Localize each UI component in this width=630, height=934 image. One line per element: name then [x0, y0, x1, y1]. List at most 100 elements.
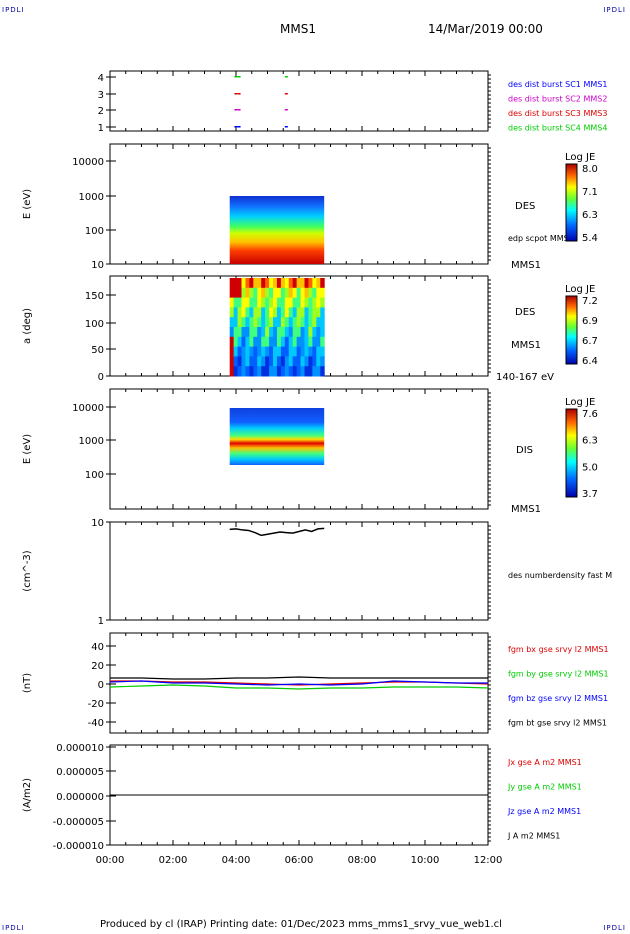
pitch-cell	[269, 297, 274, 308]
y-tick-label: 10	[91, 518, 104, 529]
pitch-cell	[261, 317, 266, 328]
pitch-cell	[261, 346, 266, 357]
pitch-cell	[253, 346, 258, 357]
pitch-cell	[241, 356, 246, 367]
pitch-cell	[241, 366, 246, 377]
pitch-cell	[312, 278, 317, 289]
panel-frame-4	[109, 521, 489, 621]
pitch-cell	[292, 366, 298, 377]
pitch-cell	[304, 287, 309, 299]
y-tick-label: 1000	[79, 436, 104, 447]
pitch-cell	[292, 307, 298, 318]
legend-entry: fgm bx gse srvy l2 MMS1	[508, 645, 609, 654]
legend-entry: J A m2 MMS1	[507, 832, 560, 841]
pitch-cell	[241, 287, 246, 299]
sc-label: MMS1	[511, 260, 541, 271]
y-tick-label: 0	[98, 372, 104, 383]
pitch-cell	[261, 366, 266, 377]
pitch-cell	[304, 327, 309, 338]
y-axis-label: (A/m2)	[22, 778, 33, 812]
pitch-cell	[241, 336, 246, 348]
pitch-cell	[257, 327, 262, 338]
pitch-cell	[245, 307, 250, 318]
y-axis-label: a (deg)	[22, 308, 33, 344]
pitch-cell	[233, 278, 239, 289]
pitch-cell	[316, 356, 321, 367]
pitch-cell	[308, 356, 313, 367]
x-tick-label: 04:00	[222, 855, 251, 866]
pitch-cell	[284, 346, 290, 357]
y-tick-label: 1000	[79, 192, 104, 203]
pitch-cell	[316, 307, 321, 318]
pitch-cell	[320, 317, 325, 328]
pitch-cell	[292, 346, 298, 357]
pitch-cell	[265, 366, 270, 377]
corner-mark-top-right: IPDLI	[603, 6, 626, 14]
y-tick-label: 10	[91, 260, 104, 271]
extra-label: edp scpot MMS1	[508, 234, 574, 243]
pitch-cell	[245, 278, 250, 289]
pitch-cell	[312, 336, 317, 348]
pitch-cell	[276, 346, 282, 357]
pitch-cell	[288, 336, 294, 348]
mission-title: MMS1	[280, 22, 316, 36]
pitch-cell	[276, 317, 282, 328]
colorbar-tick-label: 7.2	[582, 296, 598, 307]
pitch-cell	[241, 278, 246, 289]
y-tick-label: 3	[98, 90, 104, 101]
pitch-cell	[253, 327, 258, 338]
burst-mark	[284, 126, 288, 128]
pitch-cell	[284, 307, 290, 318]
pitch-cell	[308, 297, 313, 308]
pitch-cell	[280, 297, 286, 308]
colorbar-tick-label: 6.3	[582, 210, 598, 221]
pitch-cell	[312, 327, 317, 338]
burst-mark	[237, 109, 241, 111]
pitch-cell	[269, 366, 274, 377]
pitch-cell	[300, 366, 306, 377]
pitch-cell	[284, 366, 290, 377]
pitch-cell	[237, 366, 243, 377]
y-tick-label: 2	[98, 106, 104, 117]
pitch-cell	[237, 327, 243, 338]
pitch-cell	[249, 336, 254, 348]
fgm-line	[110, 676, 488, 680]
pitch-cell	[320, 327, 325, 338]
sc-label: MMS1	[511, 504, 541, 515]
burst-mark	[234, 93, 238, 95]
pitch-cell	[276, 356, 282, 367]
extra-label: 140-167 eV	[496, 372, 554, 383]
pitch-cell	[229, 356, 235, 367]
pitch-cell	[316, 346, 321, 357]
pitch-cell	[316, 297, 321, 308]
pitch-cell	[249, 317, 254, 328]
pitch-cell	[245, 356, 250, 367]
pitch-cell	[296, 336, 302, 348]
pitch-cell	[233, 336, 239, 348]
y-tick-label: -40	[88, 718, 104, 729]
pitch-cell	[288, 356, 294, 367]
pitch-cell	[316, 287, 321, 299]
y-tick-label: 20	[91, 661, 104, 672]
pitch-cell	[257, 346, 262, 357]
pitch-cell	[245, 317, 250, 328]
pitch-cell	[229, 346, 235, 357]
pitch-cell	[245, 346, 250, 357]
pitch-cell	[269, 356, 274, 367]
pitch-cell	[320, 297, 325, 308]
pitch-cell	[316, 366, 321, 377]
pitch-cell	[304, 336, 309, 348]
pitch-cell	[229, 307, 235, 318]
pitch-cell	[316, 317, 321, 328]
pitch-cell	[253, 366, 258, 377]
y-tick-label: 0.000010	[56, 743, 104, 754]
pitch-cell	[269, 278, 274, 289]
pitch-cell	[253, 336, 258, 348]
pitch-cell	[292, 287, 298, 299]
pitch-cell	[253, 307, 258, 318]
pitch-cell	[284, 317, 290, 328]
pitch-cell	[269, 346, 274, 357]
pitch-cell	[300, 278, 306, 289]
x-tick-label: 06:00	[285, 855, 314, 866]
pitch-cell	[308, 278, 313, 289]
